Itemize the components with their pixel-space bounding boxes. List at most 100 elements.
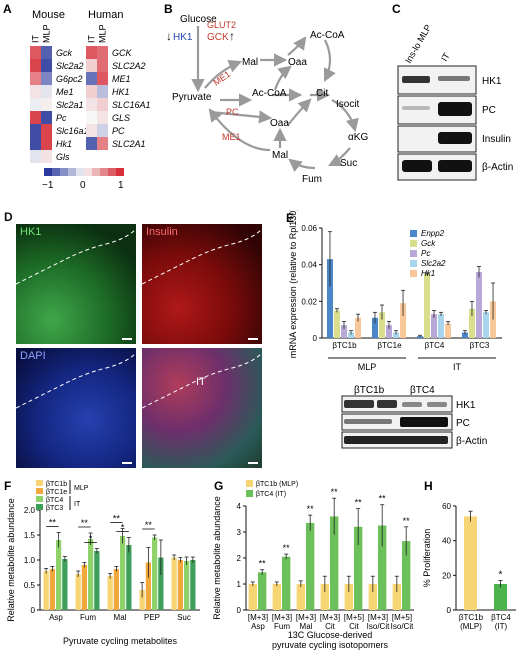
bar <box>126 545 132 610</box>
blot-e-lane-2: βTC4 <box>410 385 435 396</box>
significance-label: ** <box>331 487 339 497</box>
x-axis-label: 13C Glucose-derived <box>288 630 373 640</box>
colorbar-swatch <box>60 168 68 176</box>
x-tick-label: (IT) <box>495 622 508 631</box>
bar <box>354 526 363 610</box>
legend-label: βTC4 (IT) <box>256 491 286 498</box>
y-tick-label: 0 <box>447 606 452 615</box>
heatmap-colorbar: −1 0 1 <box>42 168 124 191</box>
blot-c-row-insulin: Insulin <box>482 134 511 145</box>
legend-swatch <box>36 504 43 510</box>
legend-label: Pc <box>421 249 430 258</box>
x-tick-label: Suc <box>177 613 191 622</box>
bar <box>306 522 315 610</box>
bar <box>171 557 177 610</box>
bar <box>113 569 119 610</box>
legend-label: βTC1b (MLP) <box>256 481 298 488</box>
legend-swatch <box>410 260 417 267</box>
legend-swatch <box>36 488 43 494</box>
chart-h: 0 20 40 60 % Proliferation βTC1b(MLP) βTC4(IT)… <box>422 502 516 631</box>
bar <box>56 540 62 610</box>
bar <box>62 559 68 610</box>
bar <box>464 516 477 610</box>
y-tick-label: 0.5 <box>24 581 36 590</box>
y-tick-label: 0.06 <box>301 224 317 233</box>
bar <box>392 584 401 610</box>
significance-label: ** <box>113 514 121 524</box>
mouse-gene-label: Slc2a2 <box>56 61 84 71</box>
bar <box>272 584 281 610</box>
colorbar-swatch <box>108 168 116 176</box>
node-pyruvate: Pyruvate <box>172 92 212 103</box>
x-tick-label: Cit <box>349 622 360 631</box>
blot-e-lane-1: βTC1b <box>354 385 385 396</box>
blot-c <box>397 65 477 181</box>
human-gene-label: PC <box>112 126 125 136</box>
human-gene-label: SLC2A2 <box>112 61 146 71</box>
node-cit: Cit <box>316 88 328 99</box>
bar <box>430 314 438 338</box>
lane-label-1: Ins-lo MLP <box>403 23 433 65</box>
blot-e-row-actin: β-Actin <box>456 436 487 447</box>
panel-h: H 0 20 40 60 % Proliferation βTC1b(MLP) βTC4(I… <box>422 479 516 631</box>
human-cell <box>86 124 97 137</box>
mouse-gene-label: Pc <box>56 113 67 123</box>
human-gene-label: SLC16A1 <box>112 100 151 110</box>
scalebar-1 <box>122 338 132 340</box>
legend-label: Enpp2 <box>421 229 445 238</box>
human-col-label: MLP <box>98 24 108 43</box>
y-tick-label: 4 <box>237 502 242 511</box>
x-tick-label: [M+3] <box>296 613 316 622</box>
bar <box>402 541 411 610</box>
human-cell <box>97 111 108 124</box>
x-tick-label: [M+3] <box>272 613 292 622</box>
mouse-gene-label: Slc2a1 <box>56 100 84 110</box>
blot-e-row-hk1: HK1 <box>456 400 476 411</box>
human-gene-label: GLS <box>112 113 130 123</box>
x-tick-label: βTC1b <box>332 341 357 350</box>
y-tick-label: 20 <box>442 571 451 580</box>
y-tick-label: 0.02 <box>301 297 317 306</box>
significance-label: ** <box>49 518 57 528</box>
human-cell <box>97 85 108 98</box>
bar <box>490 301 497 338</box>
legend-swatch <box>410 250 417 257</box>
y-tick-label: 2 <box>237 554 242 563</box>
mouse-cell <box>41 72 52 85</box>
node-mal-top: Mal <box>242 57 258 68</box>
x-tick-label: [M+3] <box>248 613 268 622</box>
mouse-cell <box>30 150 41 163</box>
x-tick-label: Mal <box>114 613 127 622</box>
blot-c-row-hk1: HK1 <box>482 76 502 87</box>
panel-letter-h: H <box>424 479 433 493</box>
human-cell <box>86 137 97 150</box>
x-axis-label: pyruvate cycling isotopomers <box>272 640 389 650</box>
mouse-cell <box>41 124 52 137</box>
mouse-cell <box>30 59 41 72</box>
mouse-cell <box>30 85 41 98</box>
legend-label: βTC1b <box>46 481 67 488</box>
bar <box>438 314 445 338</box>
bar <box>368 584 377 610</box>
node-me1-a: ME1 <box>211 69 232 88</box>
mouse-cell <box>30 98 41 111</box>
legend-swatch <box>36 480 43 486</box>
bar <box>333 310 340 338</box>
bar <box>326 259 333 338</box>
label-dapi: DAPI <box>20 350 46 362</box>
panel-d: D HK1 Insulin DAPI IT <box>0 210 280 470</box>
heatmap-mouse: IT MLP Gck Slc2a2 G6pc2 Me1 Slc2a1 Pc Slc16a1 Hk1… <box>30 24 89 163</box>
x-tick-label: PEP <box>144 613 160 622</box>
heatmap-human: IT MLP GCK SLC2A2 ME1 HK1 SLC16A1 GLS PC SLC2A1 <box>86 24 151 150</box>
node-glut2: GLUT2 <box>207 20 236 30</box>
mouse-cell <box>30 72 41 85</box>
panel-c: C Ins-lo MLP IT HK1 PC Insulin β-Actin <box>392 2 513 181</box>
y-tick-label: 60 <box>442 502 451 511</box>
x-tick-label: [M+5] <box>392 613 412 622</box>
colorbar-swatch <box>84 168 92 176</box>
bar <box>88 539 94 610</box>
x-tick-label: Fum <box>274 622 290 631</box>
y-axis-label: mRNA expression (relative to Rpl130) <box>288 210 298 358</box>
